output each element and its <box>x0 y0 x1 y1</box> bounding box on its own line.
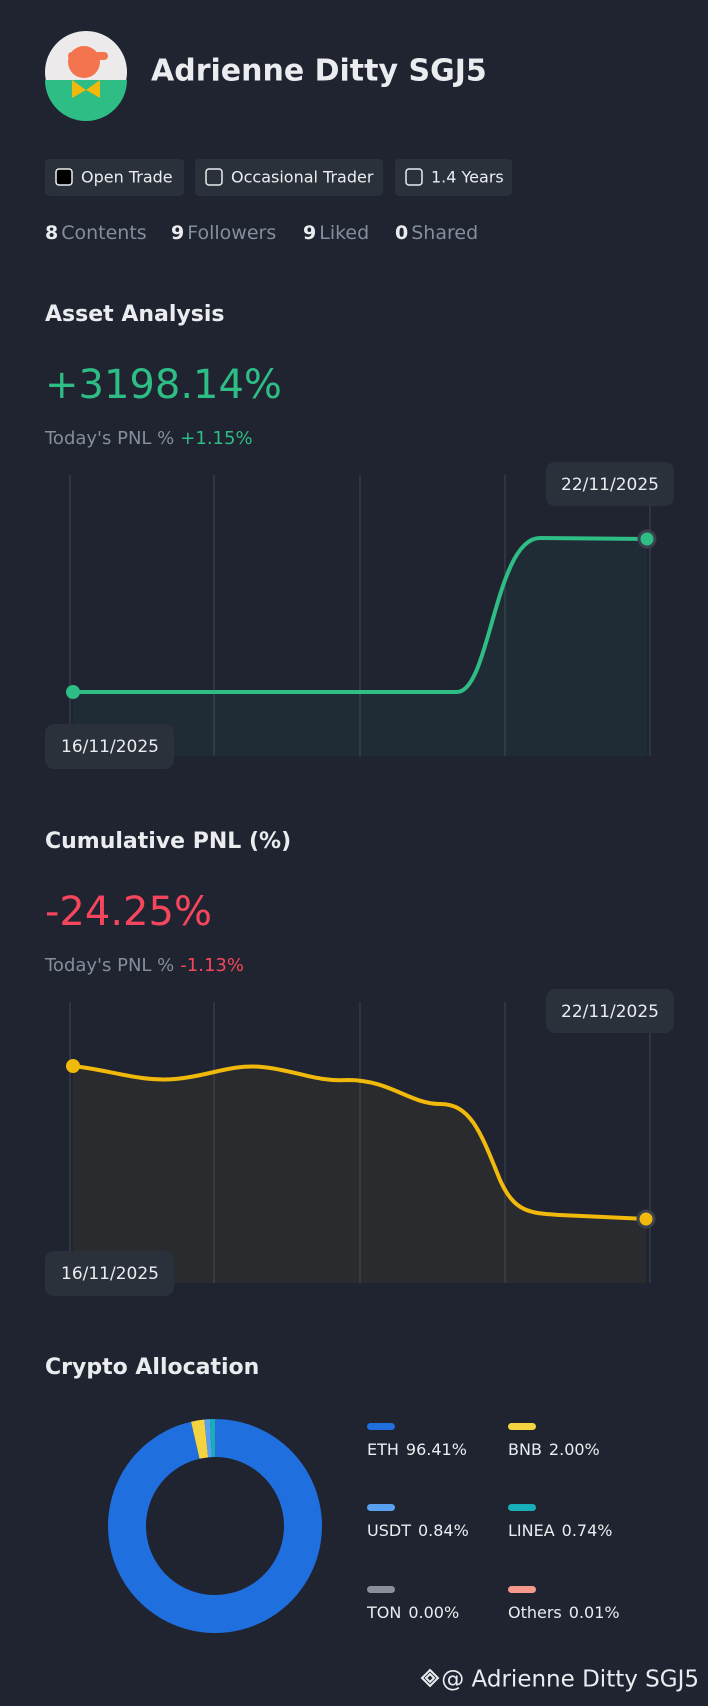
tag-icon <box>405 168 423 186</box>
tag-icon <box>55 168 73 186</box>
end-date: 22/11/2025 <box>561 475 659 495</box>
point <box>637 529 657 549</box>
legend-swatch <box>367 1586 395 1593</box>
legend-swatch <box>508 1586 536 1593</box>
legend-entry: BNB 2.00% <box>508 1440 600 1459</box>
today-value: -1.13% <box>180 955 244 976</box>
today-pnl: Today's PNL % +1.15% <box>44 428 253 449</box>
section-title: Cumulative PNL (%) <box>45 829 291 854</box>
legend-value: 0.01% <box>569 1603 620 1622</box>
legend-name: TON <box>366 1603 401 1622</box>
legend-value: 2.00% <box>549 1440 600 1459</box>
legend-name: BNB <box>508 1440 542 1459</box>
stat-label: Shared <box>411 222 478 244</box>
legend-value: 0.74% <box>562 1521 613 1540</box>
user-name: Adrienne Ditty SGJ5 <box>151 54 487 89</box>
chart-grid <box>69 475 651 756</box>
today-label: Today's PNL % <box>44 428 174 449</box>
start-date: 16/11/2025 <box>61 1264 159 1284</box>
line <box>73 535 648 694</box>
line <box>72 1064 647 1221</box>
tag[interactable] <box>395 159 512 196</box>
pnl-value: -24.25% <box>45 889 212 935</box>
stat-value: 9 <box>171 222 184 244</box>
area <box>73 1066 646 1283</box>
point <box>66 1059 80 1073</box>
stat-label: Contents <box>61 222 146 244</box>
legend-entry: ETH 96.41% <box>367 1440 467 1459</box>
date-badge <box>546 989 674 1033</box>
legend-entry: TON 0.00% <box>366 1603 459 1622</box>
chart-grid <box>69 1002 651 1283</box>
legend-entry: USDT 0.84% <box>367 1521 469 1540</box>
donut-slice <box>204 1419 212 1458</box>
legend-swatch <box>367 1423 395 1430</box>
legend-name: LINEA <box>508 1521 555 1540</box>
donut-slice <box>108 1419 323 1633</box>
today-label: Today's PNL % <box>44 955 174 976</box>
donut-slice <box>191 1419 209 1459</box>
today-value: +1.15% <box>180 428 252 449</box>
legend-value: 0.00% <box>408 1603 459 1622</box>
stat: 9 Followers <box>171 222 276 244</box>
stat-value: 9 <box>303 222 316 244</box>
pnl-value: +3198.14% <box>45 362 282 408</box>
stat-label: Liked <box>319 222 369 244</box>
tag-icon <box>205 168 223 186</box>
section-title: Crypto Allocation <box>45 1355 259 1380</box>
stat-label: Followers <box>187 222 276 244</box>
legend-name: USDT <box>367 1521 411 1540</box>
tag[interactable] <box>45 159 184 196</box>
point <box>66 685 80 699</box>
stat-value: 0 <box>395 222 408 244</box>
legend-value: 96.41% <box>406 1440 467 1459</box>
stat: 8 Contents <box>45 222 147 244</box>
legend-swatch <box>508 1504 536 1511</box>
tag[interactable] <box>195 159 383 196</box>
stat-value: 8 <box>45 222 58 244</box>
tag-label: Occasional Trader <box>231 168 374 187</box>
legend-name: ETH <box>367 1440 399 1459</box>
today-pnl: Today's PNL % -1.13% <box>44 955 244 976</box>
legend-entry: Others 0.01% <box>508 1603 620 1622</box>
date-badge <box>45 1251 174 1296</box>
start-date: 16/11/2025 <box>61 737 159 757</box>
date-badge <box>45 724 174 769</box>
donut-slice <box>209 1419 215 1458</box>
stat: 0 Shared <box>395 222 478 244</box>
date-badge <box>546 462 674 506</box>
legend-value: 0.84% <box>418 1521 469 1540</box>
avatar[interactable] <box>45 31 127 121</box>
legend-name: Others <box>508 1603 562 1622</box>
legend-swatch <box>508 1423 536 1430</box>
point <box>636 1209 656 1229</box>
tag-label: 1.4 Years <box>431 168 504 187</box>
watermark: @ Adrienne Ditty SGJ5 <box>441 1667 699 1693</box>
tag-label: Open Trade <box>81 168 173 187</box>
end-date: 22/11/2025 <box>561 1002 659 1022</box>
legend-swatch <box>367 1504 395 1511</box>
stat: 9 Liked <box>303 222 369 244</box>
legend-entry: LINEA 0.74% <box>508 1521 612 1540</box>
section-title: Asset Analysis <box>45 302 224 327</box>
logo <box>420 1668 440 1688</box>
area <box>73 538 647 756</box>
